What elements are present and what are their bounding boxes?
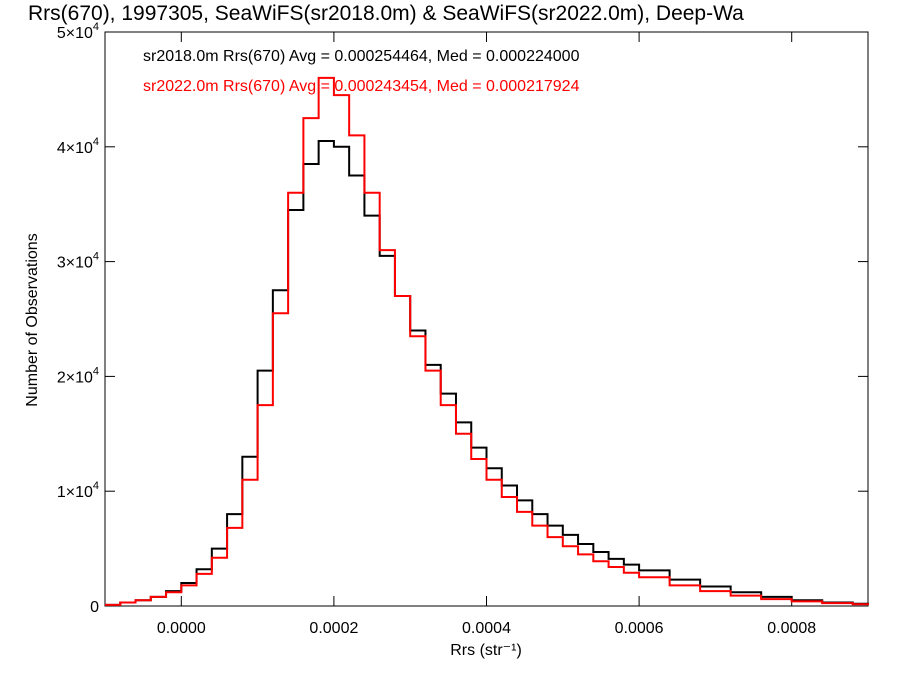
y-tick-label: 4×104 [57,136,99,157]
y-tick-label: 3×104 [57,251,99,272]
series-line-sr2022.0m [105,76,869,606]
y-axis: 0 1×104 2×104 3×104 4×104 5×104 [57,21,868,616]
x-axis-label: Rrs (str⁻¹) [450,642,522,659]
x-axis: 0.0000 0.0002 0.0004 0.0006 0.0008 [157,32,816,637]
legend-label-sr2018: sr2018.0m Rrs(670) Avg = 0.000254464, Me… [143,48,580,65]
y-tick-label: 2×104 [57,365,99,386]
x-tick-label: 0.0000 [157,620,206,637]
x-tick-label: 0.0004 [462,620,511,637]
plot-frame [104,31,869,607]
y-axis-label: Number of Observations [24,233,41,406]
legend-label-sr2022: sr2022.0m Rrs(670) Avg = 0.000243454, Me… [143,78,580,95]
y-tick-label: 5×104 [57,21,99,42]
y-tick-label: 0 [90,599,99,616]
x-tick-label: 0.0002 [309,620,358,637]
y-tick-label: 1×104 [57,480,99,501]
chart-title: Rrs(670), 1997305, SeaWiFS(sr2018.0m) & … [28,2,744,25]
series-layer [105,76,869,606]
x-tick-label: 0.0006 [615,620,664,637]
series-line-sr2018.0m [105,140,869,606]
x-tick-label: 0.0008 [767,620,816,637]
